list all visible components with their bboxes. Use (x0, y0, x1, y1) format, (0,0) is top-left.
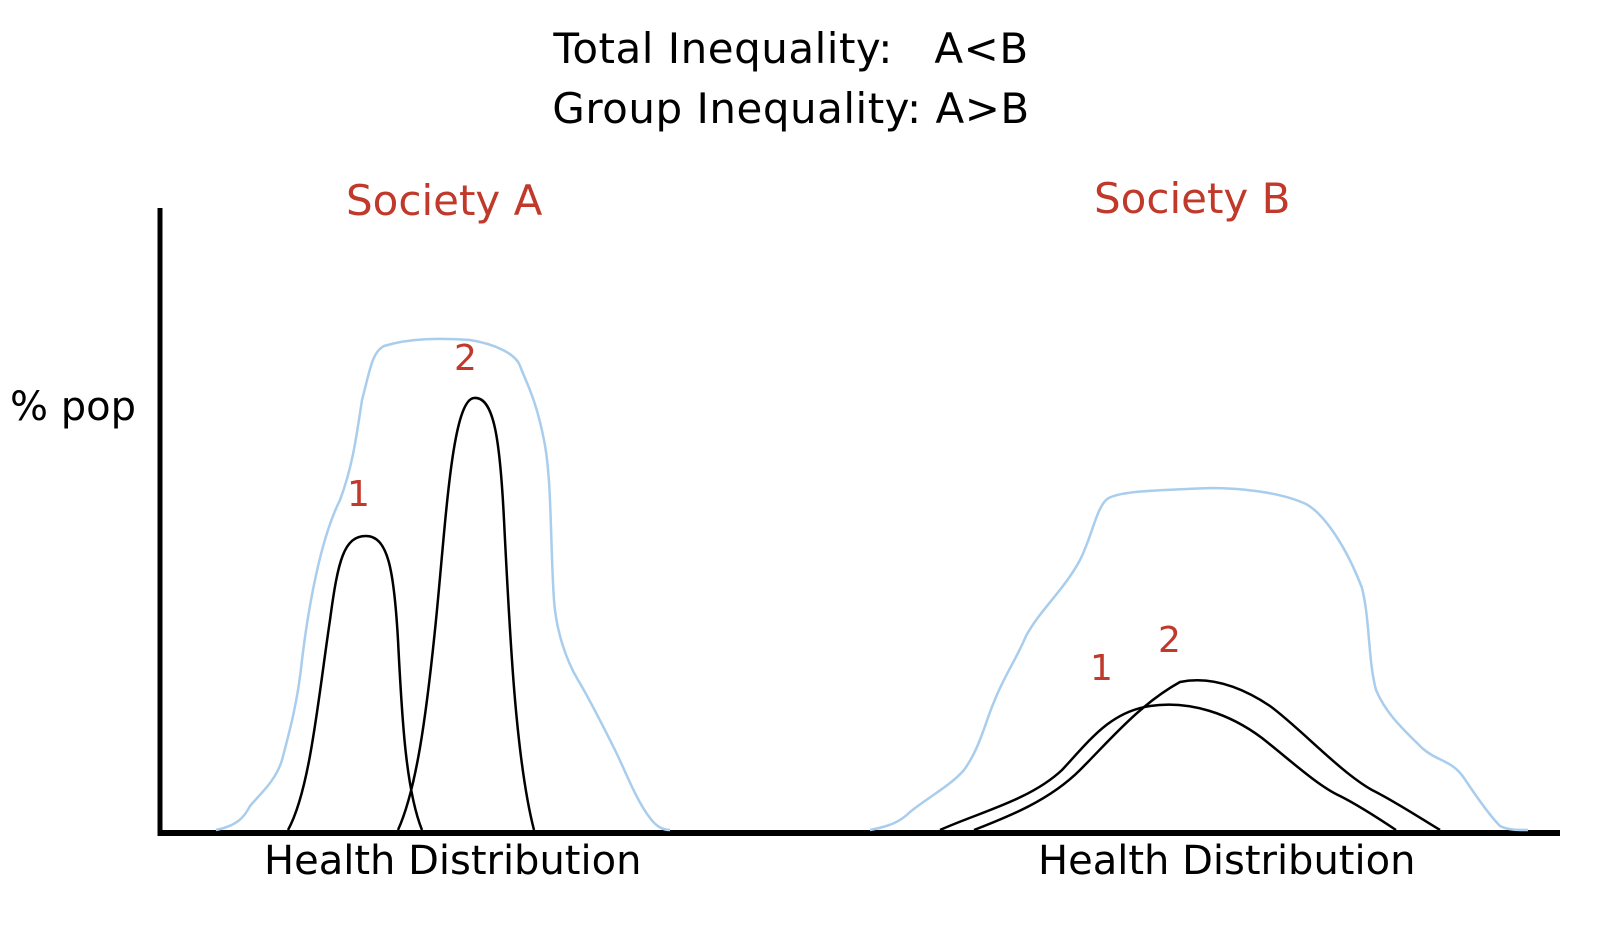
society-b-group-1-curve (939, 703, 1397, 832)
society-b-label: Society B (1094, 174, 1291, 223)
title-group-inequality: Group Inequality: A>B (552, 84, 1030, 133)
society-a-total-curve (215, 337, 671, 832)
x-axis-label-society-b: Health Distribution (1038, 838, 1416, 884)
society-a-group-1-curve (286, 534, 424, 831)
society-a-label: Society A (346, 176, 543, 225)
society-a-group-2-label: 2 (454, 338, 477, 379)
x-axis-label-society-a: Health Distribution (264, 838, 642, 884)
society-b-group-2-curve (973, 679, 1441, 832)
society-a-group-2-curve (396, 396, 536, 831)
y-axis-label: % pop (10, 384, 136, 430)
title-total-inequality: Total Inequality: A<B (553, 24, 1029, 73)
society-b-group-2-label: 2 (1158, 620, 1181, 661)
society-a-group-1-label: 1 (347, 474, 370, 515)
society-b-group-1-label: 1 (1090, 648, 1113, 689)
society-b-total-curve (869, 486, 1529, 832)
